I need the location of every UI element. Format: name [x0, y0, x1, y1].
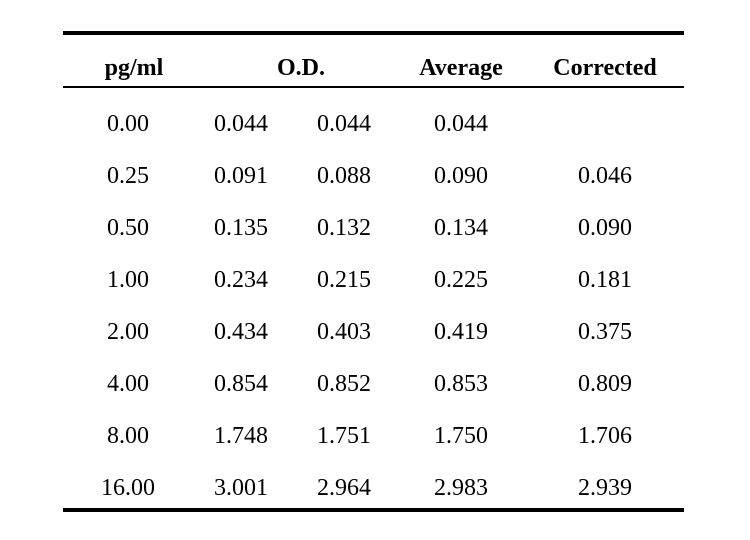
cell-od-1: 0.135	[214, 215, 268, 241]
cell-average: 0.044	[434, 111, 488, 137]
table-row: 1.00 0.234 0.215 0.225 0.181	[0, 265, 750, 295]
cell-pg-ml: 2.00	[107, 319, 149, 345]
cell-pg-ml: 4.00	[107, 371, 149, 397]
cell-od-1: 1.748	[214, 423, 268, 449]
cell-pg-ml: 1.00	[107, 267, 149, 293]
cell-pg-ml: 8.00	[107, 423, 149, 449]
table-row: 4.00 0.854 0.852 0.853 0.809	[0, 369, 750, 399]
cell-od-1: 0.234	[214, 267, 268, 293]
cell-pg-ml: 0.00	[107, 111, 149, 137]
cell-pg-ml: 0.25	[107, 163, 149, 189]
cell-pg-ml: 0.50	[107, 215, 149, 241]
cell-od-2: 0.044	[317, 111, 371, 137]
table-row: 16.00 3.001 2.964 2.983 2.939	[0, 473, 750, 503]
cell-od-1: 0.091	[214, 163, 268, 189]
cell-corrected: 1.706	[578, 423, 632, 449]
table-row: 0.50 0.135 0.132 0.134 0.090	[0, 213, 750, 243]
cell-average: 0.419	[434, 319, 488, 345]
cell-pg-ml: 16.00	[101, 475, 155, 501]
cell-average: 2.983	[434, 475, 488, 501]
cell-average: 0.853	[434, 371, 488, 397]
table-bottom-rule	[63, 508, 684, 512]
header-od: O.D.	[277, 55, 325, 81]
cell-average: 1.750	[434, 423, 488, 449]
table-row: 0.00 0.044 0.044 0.044	[0, 109, 750, 139]
table-header-rule	[63, 86, 684, 88]
cell-corrected: 0.375	[578, 319, 632, 345]
header-corrected: Corrected	[553, 55, 657, 81]
cell-od-2: 2.964	[317, 475, 371, 501]
cell-corrected: 0.181	[578, 267, 632, 293]
cell-od-1: 3.001	[214, 475, 268, 501]
table-top-rule	[63, 31, 684, 35]
cell-od-1: 0.854	[214, 371, 268, 397]
cell-corrected: 2.939	[578, 475, 632, 501]
cell-corrected: 0.090	[578, 215, 632, 241]
table-row: 8.00 1.748 1.751 1.750 1.706	[0, 421, 750, 451]
cell-od-2: 0.403	[317, 319, 371, 345]
header-average: Average	[419, 55, 503, 81]
cell-od-2: 0.088	[317, 163, 371, 189]
cell-od-1: 0.044	[214, 111, 268, 137]
header-pg-ml: pg/ml	[104, 55, 164, 81]
cell-od-2: 0.215	[317, 267, 371, 293]
cell-corrected: 0.809	[578, 371, 632, 397]
table-row: 2.00 0.434 0.403 0.419 0.375	[0, 317, 750, 347]
cell-average: 0.225	[434, 267, 488, 293]
cell-average: 0.134	[434, 215, 488, 241]
cell-od-1: 0.434	[214, 319, 268, 345]
cell-od-2: 0.852	[317, 371, 371, 397]
cell-od-2: 1.751	[317, 423, 371, 449]
table-row: 0.25 0.091 0.088 0.090 0.046	[0, 161, 750, 191]
cell-od-2: 0.132	[317, 215, 371, 241]
cell-average: 0.090	[434, 163, 488, 189]
cell-corrected: 0.046	[578, 163, 632, 189]
